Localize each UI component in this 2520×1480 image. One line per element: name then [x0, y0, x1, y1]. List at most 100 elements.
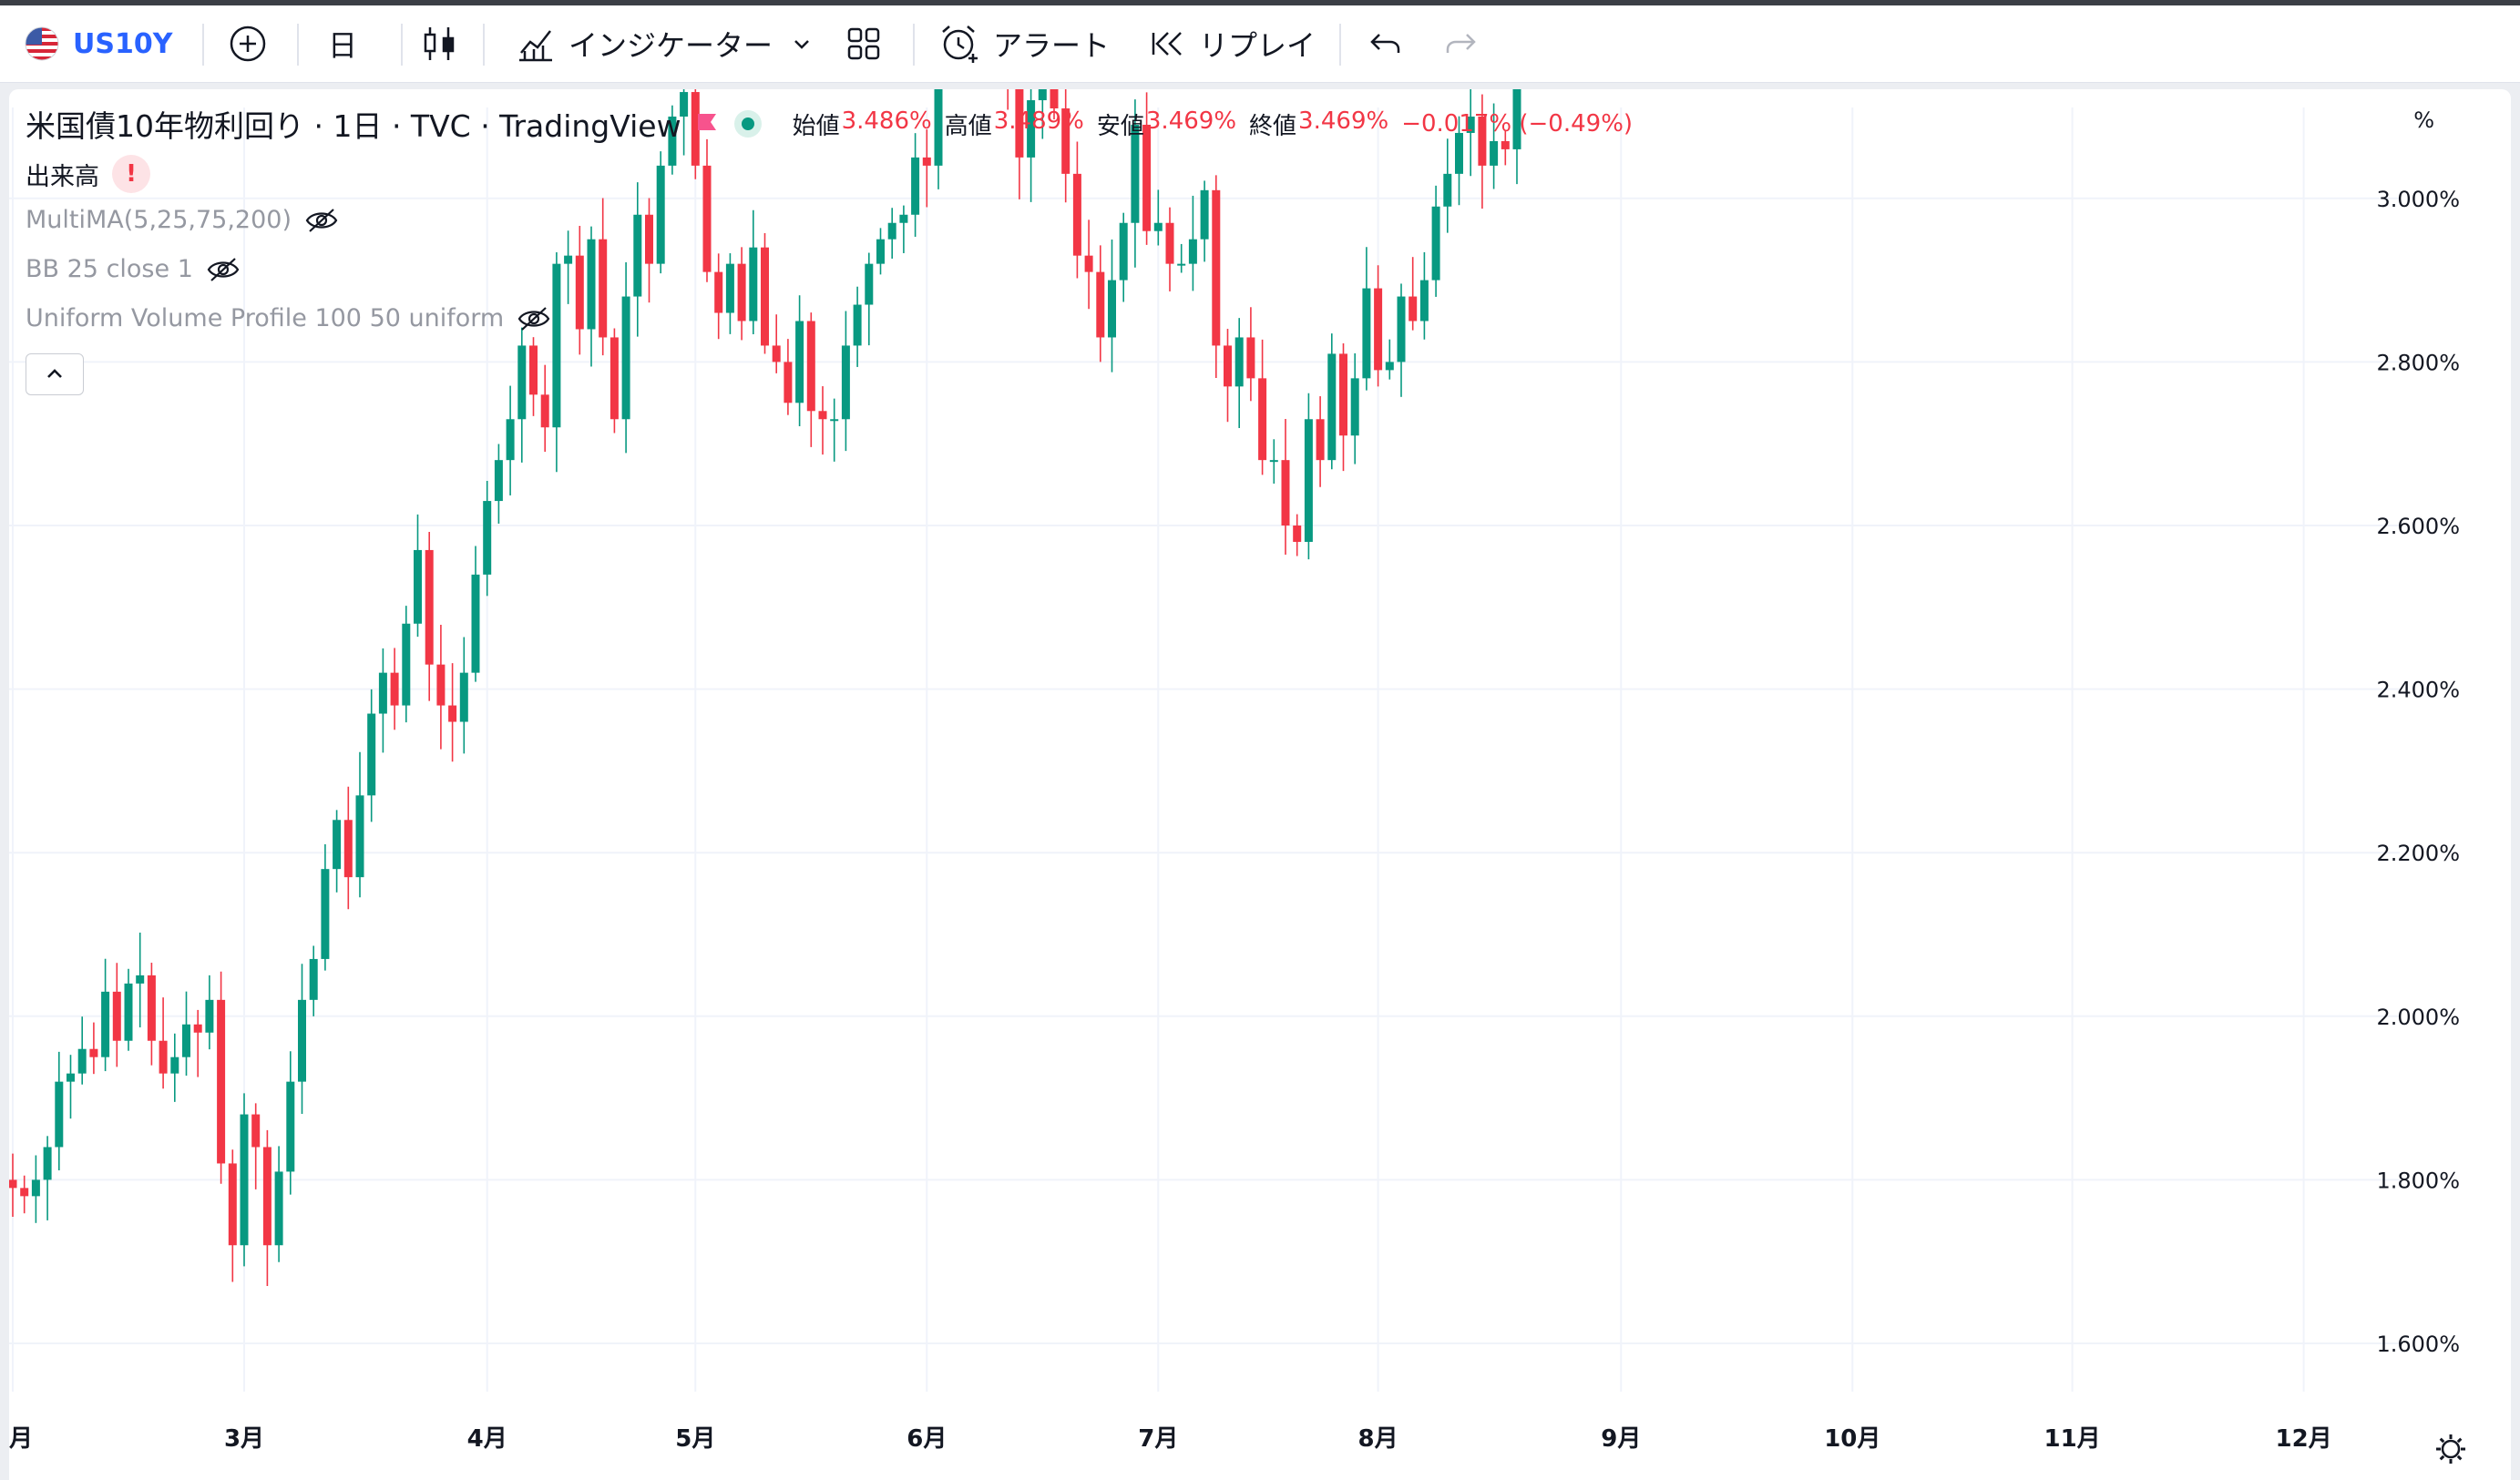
- candle-body: [806, 321, 815, 412]
- candle-body: [1165, 222, 1174, 264]
- ohlc-close: 終値 3.469%: [1249, 107, 1388, 141]
- legend-main-row: 米国債10年物利回り · 1日 · TVC · TradingView 始値 3…: [26, 102, 1633, 146]
- candle-body: [378, 672, 387, 714]
- candle: [1501, 129, 1510, 166]
- undo-icon: [1370, 34, 1400, 53]
- candle-body: [321, 869, 330, 959]
- replay-button[interactable]: リプレイ: [1150, 5, 1316, 82]
- redo-button[interactable]: [1443, 5, 1480, 82]
- candle-body: [853, 304, 862, 346]
- symbol-search-button[interactable]: US10Y: [24, 5, 172, 82]
- indicators-button[interactable]: インジケーター: [516, 5, 773, 82]
- candle-body: [1466, 117, 1475, 133]
- change-value: −0.017% (−0.49%): [1401, 110, 1634, 138]
- candle: [1512, 89, 1521, 185]
- candle: [1177, 243, 1186, 273]
- y-tick-label: 2.800%: [2376, 350, 2460, 375]
- candle: [1431, 185, 1440, 297]
- layouts-button[interactable]: [845, 5, 882, 82]
- interval-label[interactable]: 日: [328, 28, 358, 63]
- candle: [159, 997, 168, 1089]
- undo-button[interactable]: [1367, 5, 1403, 82]
- ohlc-low: 安値 3.469%: [1097, 107, 1236, 141]
- candle-body: [414, 549, 422, 624]
- x-tick-label: 12月: [2276, 1425, 2332, 1453]
- candle-body: [124, 983, 133, 1041]
- candle: [761, 233, 769, 354]
- candle: [865, 252, 874, 346]
- candle-body: [67, 1073, 75, 1082]
- candle-body: [1490, 140, 1499, 166]
- interval-button[interactable]: 日: [328, 5, 357, 82]
- eye-hidden-icon[interactable]: [304, 207, 339, 234]
- candle: [645, 198, 653, 303]
- candle: [621, 262, 630, 454]
- price-chart[interactable]: 4.400%4.200%4.000%3.800%3.600%3.400%3.20…: [9, 89, 2511, 1480]
- candle: [1258, 339, 1267, 475]
- volume-legend-row[interactable]: 出来高 !: [26, 155, 150, 193]
- candle: [262, 1129, 271, 1286]
- candle: [691, 89, 700, 179]
- legend-title[interactable]: 米国債10年物利回り · 1日 · TVC · TradingView: [26, 108, 681, 144]
- candle: [124, 968, 133, 1051]
- candle-body: [645, 214, 653, 264]
- replay-label[interactable]: リプレイ: [1199, 28, 1316, 63]
- bb-legend-row[interactable]: BB 25 close 1: [26, 255, 241, 283]
- candle: [459, 637, 468, 754]
- multima-legend-row[interactable]: MultiMA(5,25,75,200): [26, 206, 339, 234]
- indicators-dropdown-button[interactable]: [791, 5, 813, 82]
- candle: [529, 337, 538, 416]
- candle-body: [1397, 296, 1406, 362]
- grid-layout-icon: [847, 27, 880, 60]
- settings-gear-icon[interactable]: [2436, 1434, 2465, 1464]
- candle: [1385, 339, 1394, 380]
- x-tick-label: 8月: [1358, 1425, 1398, 1453]
- open-value: 3.486%: [841, 107, 932, 135]
- candle-body: [1084, 255, 1093, 272]
- candle-body: [876, 239, 885, 264]
- chart-type-button[interactable]: [421, 5, 457, 82]
- candle: [784, 339, 793, 415]
- candle-body: [1119, 222, 1128, 281]
- alert-button[interactable]: アラート: [938, 5, 1110, 82]
- bb-label[interactable]: BB 25 close 1: [26, 255, 193, 283]
- collapse-legend-button[interactable]: [26, 353, 84, 395]
- candle: [540, 364, 549, 453]
- compare-symbol-button[interactable]: [228, 5, 268, 82]
- candle: [343, 786, 353, 910]
- candle-body: [1293, 526, 1302, 542]
- candle: [668, 105, 677, 175]
- indicators-label[interactable]: インジケーター: [569, 28, 773, 63]
- multima-label[interactable]: MultiMA(5,25,75,200): [26, 206, 292, 234]
- warning-icon[interactable]: !: [112, 155, 150, 193]
- candle: [1212, 175, 1221, 378]
- candle-body: [887, 222, 896, 240]
- indicators-chart-icon: [519, 30, 552, 62]
- candle: [1200, 180, 1209, 262]
- candle: [656, 151, 665, 274]
- symbol-text[interactable]: US10Y: [73, 27, 173, 60]
- volume-profile-label[interactable]: Uniform Volume Profile 100 50 uniform: [26, 304, 505, 332]
- candle-body: [436, 664, 446, 706]
- candle-body: [1478, 117, 1487, 166]
- chart-panel[interactable]: 4.400%4.200%4.000%3.800%3.600%3.400%3.20…: [9, 89, 2511, 1480]
- candle-body: [668, 117, 677, 166]
- candle-body: [1212, 189, 1221, 346]
- candle: [1027, 89, 1036, 202]
- market-status-icon[interactable]: [733, 110, 762, 138]
- candle-body: [333, 820, 342, 870]
- candle-body: [1072, 173, 1081, 256]
- candle: [1304, 393, 1313, 560]
- close-label: 終値: [1249, 112, 1297, 140]
- candle-body: [737, 263, 746, 322]
- candle-body: [621, 296, 630, 420]
- volume-profile-legend-row[interactable]: Uniform Volume Profile 100 50 uniform: [26, 304, 551, 332]
- alert-label[interactable]: アラート: [993, 28, 1111, 63]
- candle: [9, 1153, 17, 1218]
- candle-body: [101, 991, 110, 1057]
- volume-label[interactable]: 出来高: [26, 162, 99, 191]
- eye-hidden-icon[interactable]: [206, 256, 241, 283]
- eye-hidden-icon[interactable]: [517, 305, 551, 332]
- candle: [193, 1009, 202, 1077]
- flag-icon[interactable]: [694, 110, 722, 138]
